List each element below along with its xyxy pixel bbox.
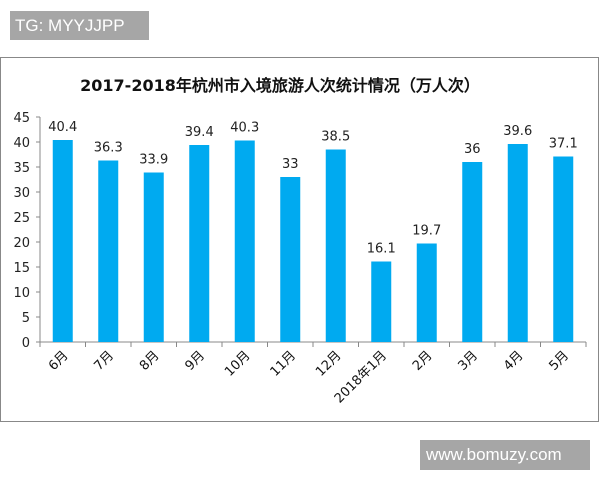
chart-title: 2017-2018年杭州市入境旅游人次统计情况（万人次） [80, 76, 480, 95]
y-tick-label: 5 [22, 311, 30, 326]
bar [507, 144, 528, 342]
data-label: 19.7 [412, 224, 441, 239]
bar [371, 261, 392, 342]
y-tick-label: 40 [13, 136, 30, 151]
y-tick-label: 10 [13, 286, 30, 301]
chart-frame [0, 57, 599, 422]
x-tick-label: 10月 [222, 348, 253, 379]
bar [325, 149, 346, 342]
y-tick-label: 30 [13, 186, 30, 201]
data-label: 38.5 [321, 130, 350, 145]
data-label: 40.4 [48, 120, 77, 135]
bar [280, 177, 301, 342]
data-label: 40.3 [230, 121, 259, 136]
bar [98, 160, 119, 342]
bar [416, 243, 437, 342]
x-tick-label: 3月 [455, 348, 481, 374]
data-label: 39.4 [185, 125, 214, 140]
bar [553, 156, 574, 342]
data-label: 16.1 [367, 242, 396, 257]
y-tick-label: 15 [13, 261, 30, 276]
data-label: 33.9 [139, 153, 168, 168]
x-tick-label: 2月 [410, 348, 436, 374]
x-tick-label: 8月 [137, 348, 163, 374]
bar [234, 140, 255, 342]
y-tick-label: 35 [13, 161, 30, 176]
site-label: www.bomuzy.com [420, 440, 590, 470]
x-tick-label: 4月 [501, 348, 527, 374]
x-tick-label: 9月 [182, 348, 208, 374]
bar [143, 172, 164, 342]
y-tick-label: 25 [13, 211, 30, 226]
x-tick-label: 12月 [313, 348, 344, 379]
y-tick-label: 20 [13, 236, 30, 251]
x-tick-label: 11月 [268, 348, 299, 379]
watermark-tag: TG: MYYJJPP [10, 11, 149, 40]
data-label: 36.3 [94, 141, 123, 156]
y-tick-label: 0 [22, 336, 30, 351]
bar [462, 162, 483, 342]
x-tick-label: 5月 [546, 348, 572, 374]
bar [52, 140, 73, 342]
data-label: 36 [464, 142, 481, 157]
x-tick-label: 7月 [91, 348, 117, 374]
data-label: 39.6 [503, 124, 532, 139]
data-label: 33 [282, 157, 299, 172]
bar [189, 145, 210, 342]
x-tick-label: 6月 [46, 348, 72, 374]
data-label: 37.1 [549, 137, 578, 152]
y-tick-label: 45 [13, 111, 30, 126]
